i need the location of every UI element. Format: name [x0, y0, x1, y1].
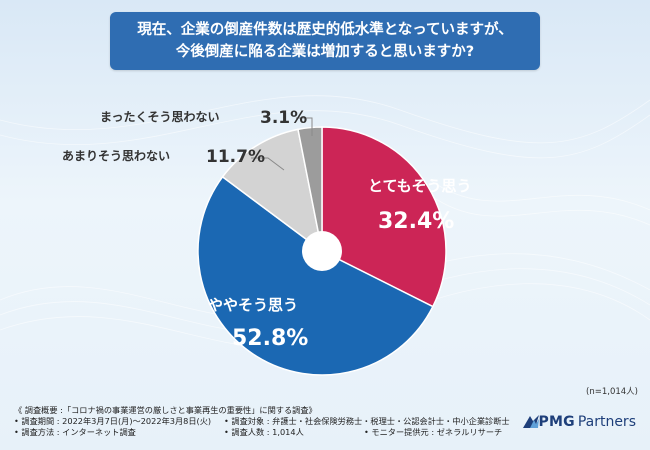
slice-totemo: [321, 126, 447, 308]
pmg-partners-logo: PMG Partners: [522, 414, 636, 430]
title-line-2: 今後倒産に陥る企業は増加すると思いますか?: [175, 44, 475, 60]
slice-label-yaya: ややそう思う: [208, 296, 298, 314]
logo-suffix: Partners: [577, 414, 636, 430]
survey-target: • 調査対象 : 弁護士・社会保険労務士・税理士・公認会計士・中小企業診断士: [224, 416, 510, 426]
question-title-box: 現在、企業の倒産件数は歴史的低水準となっていますが、 今後倒産に陥る企業は増加す…: [110, 12, 540, 70]
survey-period: • 調査期間 : 2022年3月7日(月)〜2022年3月8日(火): [14, 416, 212, 426]
survey-summary: 《 調査概要 :「コロナ禍の事業運営の厳しさと事業再生の重要性」に関する調査》: [14, 405, 317, 415]
slice-yaya: [197, 175, 434, 376]
slice-value-totemo: 32.4%: [378, 209, 454, 234]
slice-value-amari: 11.7%: [206, 147, 265, 167]
survey-provider: • モニター提供元 : ゼネラルリサーチ: [364, 427, 503, 437]
logo-brand: PMG: [538, 414, 575, 430]
leader-line-amari: [251, 157, 285, 171]
slice-label-totemo: とてもそう思う: [368, 177, 472, 195]
slice-amari: [221, 128, 324, 253]
slice-label-mattaku: まったくそう思わない: [100, 110, 220, 124]
slice-mattaku: [297, 126, 323, 252]
leader-line-mattaku: [296, 117, 313, 136]
survey-method: • 調査方法 : インターネット調査: [14, 427, 136, 437]
donut-hole: [302, 231, 342, 271]
slice-value-mattaku: 3.1%: [260, 108, 307, 128]
slice-label-amari: あまりそう思わない: [62, 149, 170, 163]
logo-mark-icon: [522, 415, 539, 428]
title-line-1: 現在、企業の倒産件数は歴史的低水準となっていますが、: [137, 22, 513, 38]
survey-count: • 調査人数 : 1,014人: [224, 427, 304, 437]
slice-value-yaya: 52.8%: [232, 326, 308, 351]
survey-footer: 《 調査概要 :「コロナ禍の事業運営の厳しさと事業再生の重要性」に関する調査》 …: [14, 405, 534, 438]
sample-size-label: (n=1,014人): [586, 387, 638, 397]
